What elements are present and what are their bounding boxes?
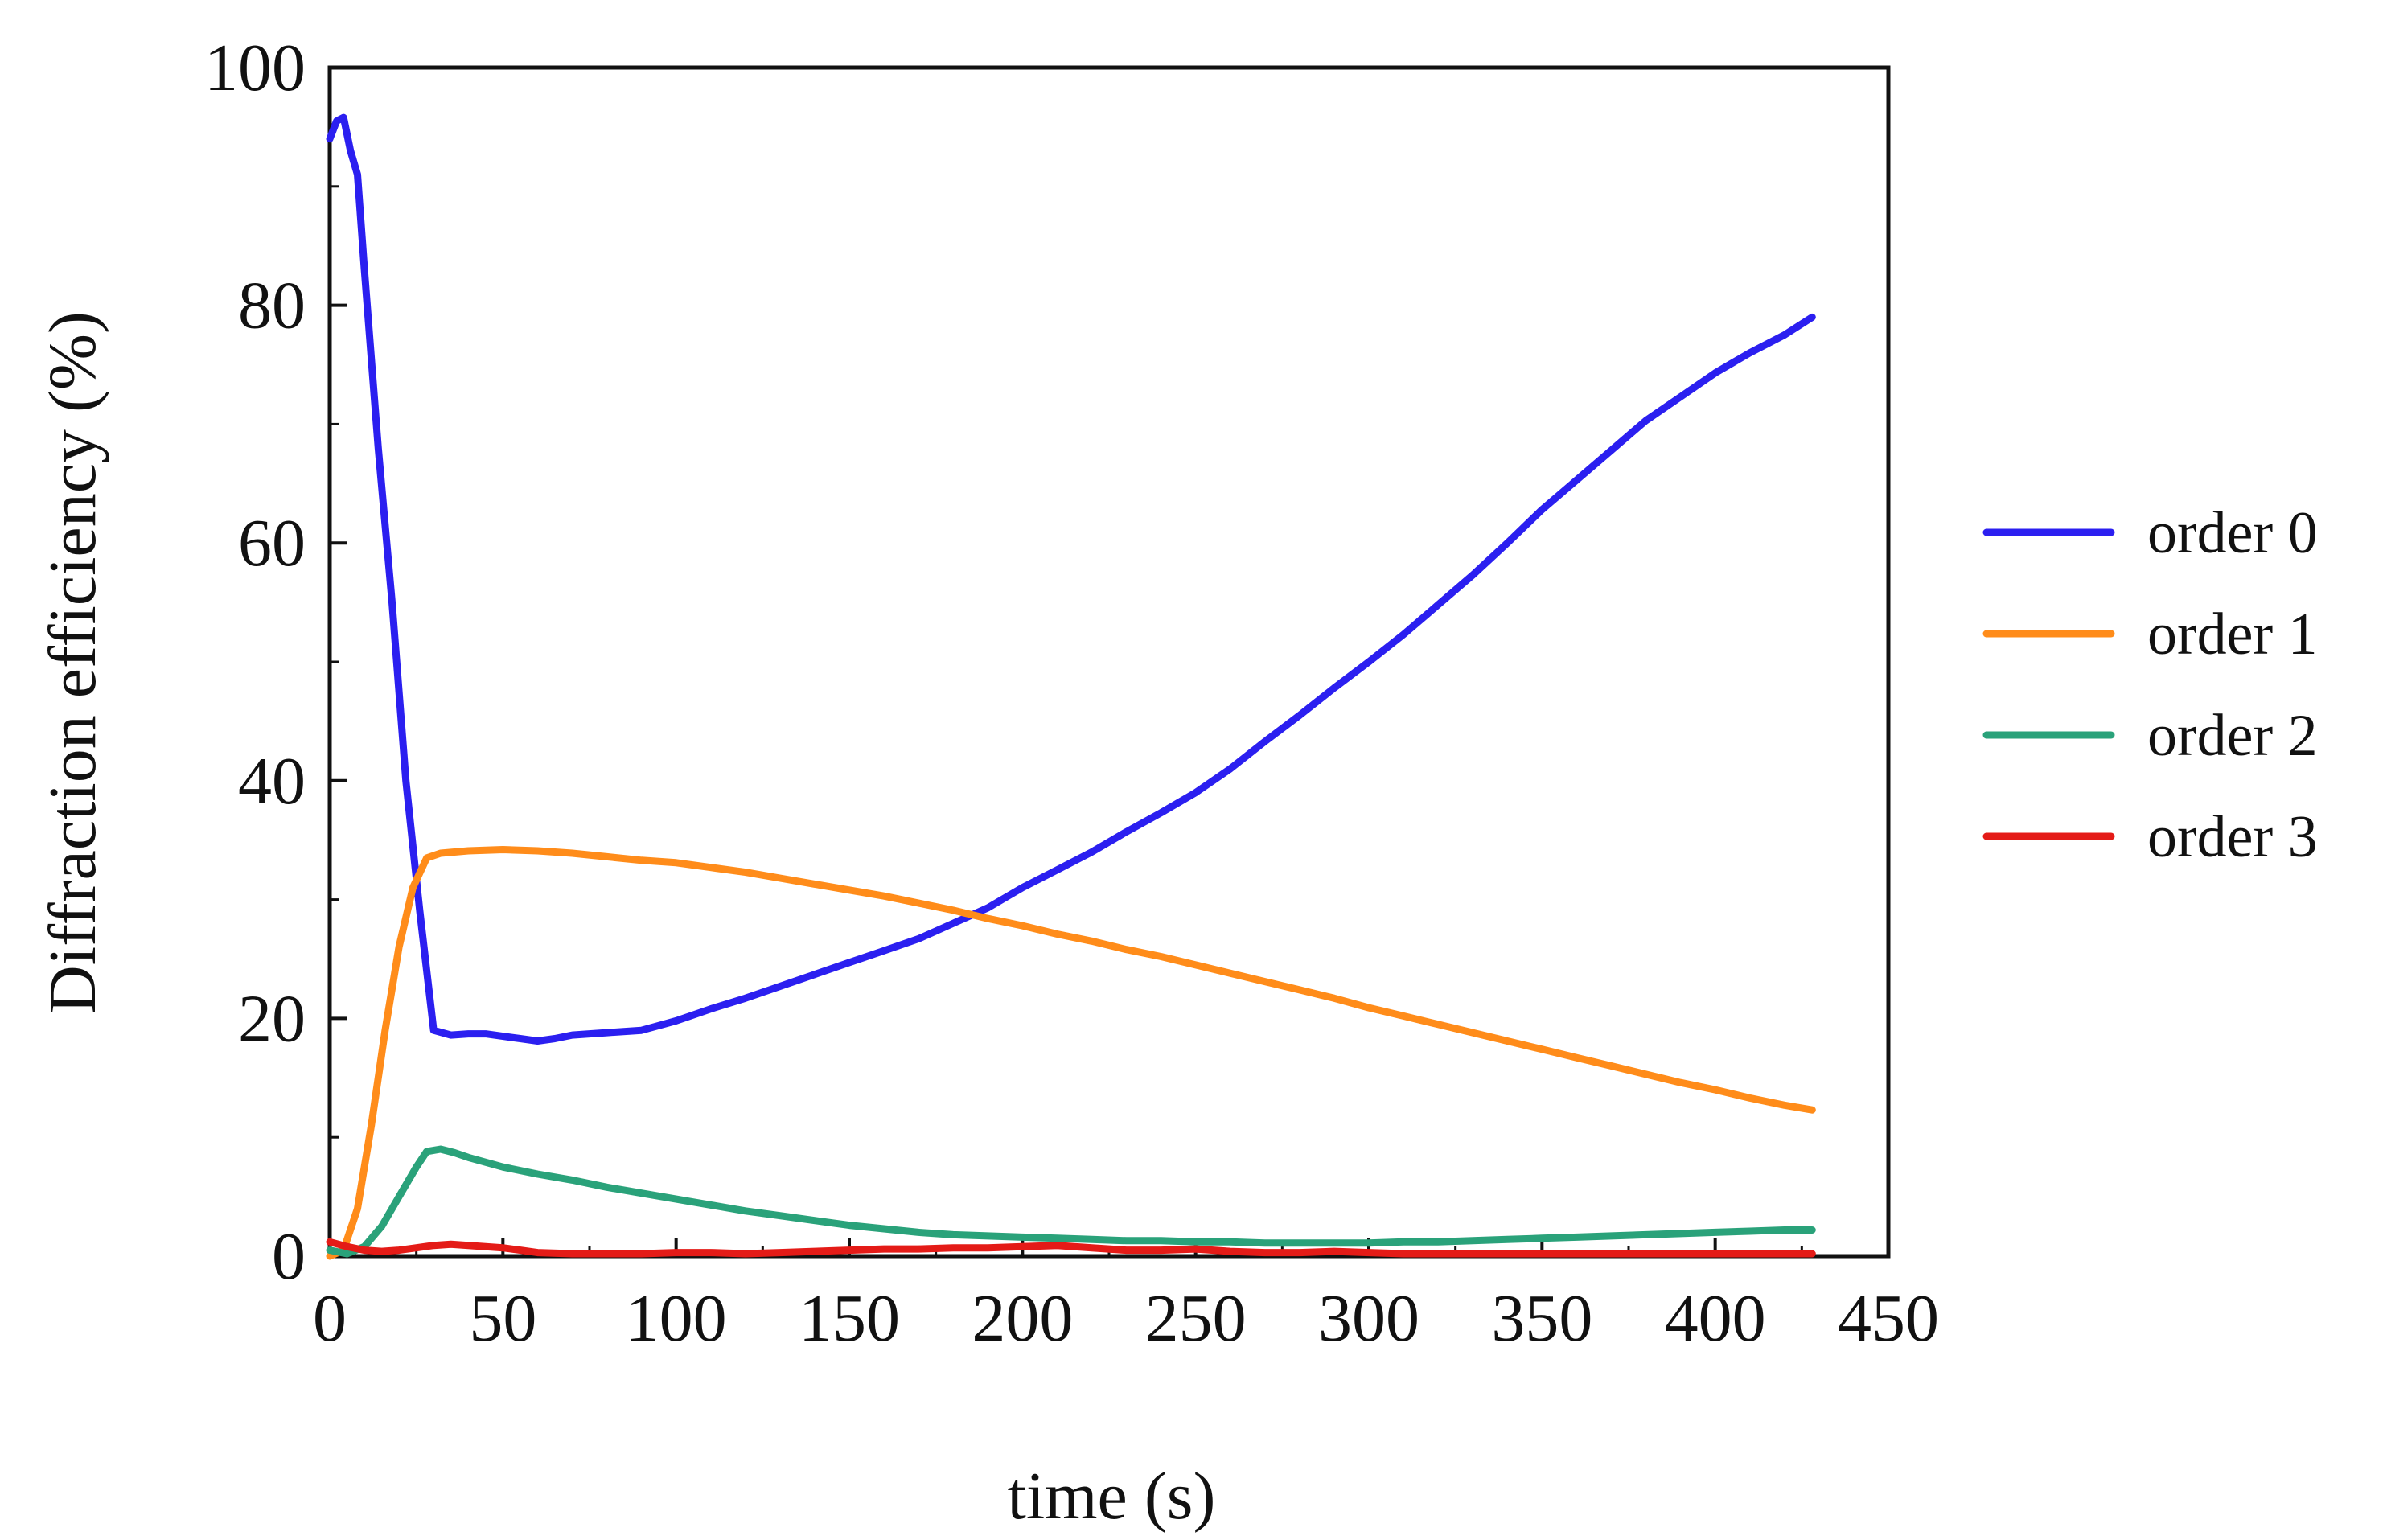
legend: order 0 order 1 order 2 order 3 <box>1982 500 2318 870</box>
series-line-order-0 <box>326 113 1816 1045</box>
x-axis-title: time (s) <box>1008 1459 1216 1534</box>
legend-label: order 2 <box>2147 703 2318 769</box>
series-line-order-2 <box>326 1145 1816 1258</box>
series-line-order-3 <box>326 1238 1816 1258</box>
series-line-order-1 <box>326 846 1816 1260</box>
y-tick-label: 100 <box>204 31 306 105</box>
x-tick-label: 450 <box>1838 1281 1939 1356</box>
x-tick-label: 200 <box>972 1281 1073 1356</box>
x-tick-label: 400 <box>1665 1281 1766 1356</box>
legend-item: order 0 <box>1982 500 2318 566</box>
x-axis-ticks: 0 50 100 150 200 250 300 350 400 450 <box>313 1238 1939 1356</box>
y-tick-label: 60 <box>238 506 306 581</box>
y-tick-label: 0 <box>272 1219 306 1294</box>
x-tick-label: 150 <box>799 1281 900 1356</box>
legend-label: order 3 <box>2147 804 2318 870</box>
y-axis-title: Diffraction efficiency (%) <box>35 311 110 1014</box>
plot-area: 0 20 40 60 80 100 0 50 100 150 200 250 300 350 400 450 <box>204 31 1939 1356</box>
x-tick-label: 0 <box>313 1281 347 1356</box>
x-tick-label: 100 <box>626 1281 727 1356</box>
series-layer <box>326 113 1816 1260</box>
legend-label: order 0 <box>2147 500 2318 566</box>
y-tick-label: 40 <box>238 744 306 819</box>
x-tick-label: 250 <box>1145 1281 1247 1356</box>
legend-item: order 2 <box>1982 703 2318 769</box>
legend-item: order 1 <box>1982 602 2318 667</box>
y-axis-ticks: 0 20 40 60 80 100 <box>204 31 347 1294</box>
x-tick-label: 300 <box>1318 1281 1419 1356</box>
legend-label: order 1 <box>2147 602 2318 667</box>
legend-item: order 3 <box>1982 804 2318 870</box>
y-tick-label: 20 <box>238 981 306 1056</box>
x-tick-label: 50 <box>469 1281 536 1356</box>
x-tick-label: 350 <box>1491 1281 1592 1356</box>
y-tick-label: 80 <box>238 269 306 343</box>
